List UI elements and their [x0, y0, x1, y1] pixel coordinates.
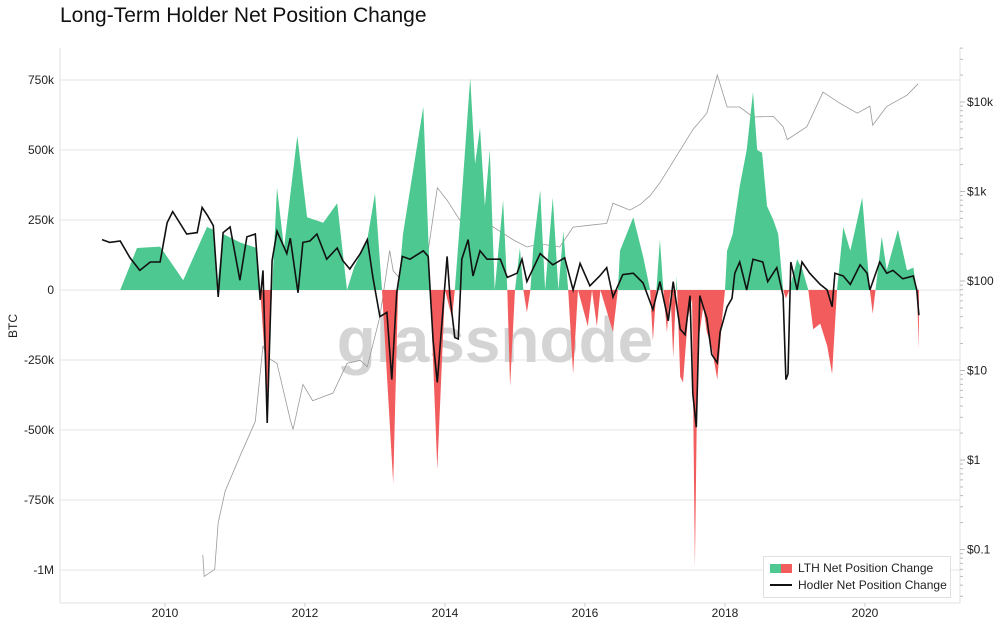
y-tick-label: -250k — [24, 353, 55, 367]
x-tick-label: 2020 — [852, 606, 879, 620]
y-tick-label: -750k — [24, 493, 55, 507]
x-tick-label: 2018 — [712, 606, 739, 620]
hodler-line — [101, 205, 920, 428]
y2-tick-label: $0.1 — [967, 543, 991, 557]
y2-tick-label: $10k — [967, 95, 994, 109]
y2-tick-label: $1 — [967, 453, 981, 467]
lth-area-positive — [120, 78, 919, 290]
x-tick-label: 2016 — [572, 606, 599, 620]
lth-swatch-icon — [770, 563, 792, 573]
x-tick-label: 2014 — [432, 606, 459, 620]
y-tick-label: 750k — [28, 73, 55, 87]
y-tick-label: -500k — [24, 423, 55, 437]
y-tick-label: 250k — [28, 213, 55, 227]
y-tick-label: -1M — [33, 563, 54, 577]
legend: LTH Net Position Change Hodler Net Posit… — [763, 556, 951, 598]
y-axis-label: BTC — [6, 314, 20, 338]
legend-label: Hodler Net Position Change — [798, 578, 947, 592]
y-tick-label: 0 — [47, 283, 54, 297]
y-tick-label: 500k — [28, 143, 55, 157]
y2-tick-label: $1k — [967, 185, 987, 199]
legend-item-hodler[interactable]: Hodler Net Position Change — [770, 578, 947, 592]
legend-item-lth[interactable]: LTH Net Position Change — [770, 561, 933, 575]
axes: 750k 500k 250k 0 -250k -500k -750k -1M $10k $1k $1… — [24, 47, 994, 620]
x-tick-label: 2012 — [292, 606, 319, 620]
y2-tick-label: $10 — [967, 364, 987, 378]
x-tick-label: 2010 — [152, 606, 179, 620]
price-line — [202, 73, 919, 578]
legend-label: LTH Net Position Change — [798, 561, 934, 575]
chart-title: Long-Term Holder Net Position Change — [60, 4, 427, 27]
y2-tick-label: $100 — [967, 274, 994, 288]
hodler-line-swatch-icon — [770, 584, 792, 586]
